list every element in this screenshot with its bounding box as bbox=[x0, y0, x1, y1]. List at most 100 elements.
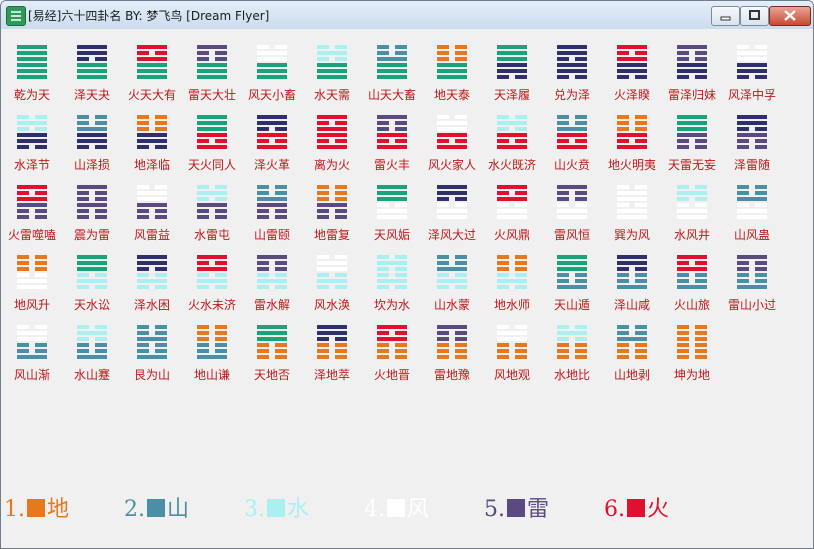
hexagram-card[interactable]: 天地否 bbox=[234, 317, 310, 387]
hexagram-card[interactable]: 泽风大过 bbox=[414, 177, 490, 247]
yang-line bbox=[377, 191, 407, 195]
hexagram-card[interactable]: 风地观 bbox=[474, 317, 550, 387]
hexagram-card[interactable]: 火泽睽 bbox=[594, 37, 670, 107]
yin-line bbox=[317, 349, 347, 353]
yang-line bbox=[497, 209, 527, 213]
hexagram-symbol bbox=[257, 325, 287, 359]
yin-line bbox=[137, 267, 167, 271]
hexagram-card[interactable]: 天雷无妄 bbox=[654, 107, 730, 177]
hexagram-card[interactable]: 泽雷随 bbox=[714, 107, 790, 177]
yang-line bbox=[197, 279, 227, 283]
hexagram-card[interactable]: 兑为泽 bbox=[534, 37, 610, 107]
yin-line bbox=[77, 115, 107, 119]
hexagram-card[interactable]: 地山谦 bbox=[174, 317, 250, 387]
yin-line bbox=[17, 209, 47, 213]
hexagram-card[interactable]: 水山蹇 bbox=[54, 317, 130, 387]
hexagram-card[interactable]: 震为雷 bbox=[54, 177, 130, 247]
hexagram-card[interactable]: 火风鼎 bbox=[474, 177, 550, 247]
hexagram-card[interactable]: 火天大有 bbox=[114, 37, 190, 107]
hexagram-card[interactable]: 山天大畜 bbox=[354, 37, 430, 107]
hexagram-card[interactable]: 风火家人 bbox=[414, 107, 490, 177]
hexagram-card[interactable]: 风水涣 bbox=[294, 247, 370, 317]
yang-line bbox=[497, 57, 527, 61]
hexagram-card[interactable]: 泽天夬 bbox=[54, 37, 130, 107]
hexagram-card[interactable]: 泽火革 bbox=[234, 107, 310, 177]
yang-line bbox=[677, 285, 707, 289]
hexagram-card[interactable]: 天火同人 bbox=[174, 107, 250, 177]
hexagram-card[interactable]: 火雷噬嗑 bbox=[1, 177, 70, 247]
hexagram-card[interactable]: 天风姤 bbox=[354, 177, 430, 247]
hexagram-card[interactable]: 地天泰 bbox=[414, 37, 490, 107]
yin-line bbox=[377, 121, 407, 125]
yang-line bbox=[497, 51, 527, 55]
hexagram-card[interactable]: 水地比 bbox=[534, 317, 610, 387]
hexagram-card[interactable]: 坤为地 bbox=[654, 317, 730, 387]
hexagram-card[interactable]: 天水讼 bbox=[54, 247, 130, 317]
yin-line bbox=[617, 121, 647, 125]
hexagram-card[interactable]: 巽为风 bbox=[594, 177, 670, 247]
hexagram-card[interactable]: 天山遁 bbox=[534, 247, 610, 317]
app-icon[interactable] bbox=[6, 6, 26, 26]
hexagram-card[interactable]: 风山渐 bbox=[1, 317, 70, 387]
hexagram-name: 天雷无妄 bbox=[667, 158, 716, 172]
hexagram-card[interactable]: 火山旅 bbox=[654, 247, 730, 317]
hexagram-card[interactable]: 雷火丰 bbox=[354, 107, 430, 177]
hexagram-card[interactable]: 乾为天 bbox=[1, 37, 70, 107]
yang-line bbox=[557, 69, 587, 73]
hexagram-symbol bbox=[557, 115, 587, 149]
yin-line bbox=[677, 197, 707, 201]
hexagram-card[interactable]: 泽山咸 bbox=[594, 247, 670, 317]
hexagram-card[interactable]: 地泽临 bbox=[114, 107, 190, 177]
hexagram-card[interactable]: 风雷益 bbox=[114, 177, 190, 247]
yang-line bbox=[437, 127, 467, 131]
yang-line bbox=[257, 75, 287, 79]
close-button[interactable] bbox=[769, 6, 811, 26]
minimize-button[interactable] bbox=[711, 6, 740, 26]
hexagram-card[interactable]: 山火贲 bbox=[534, 107, 610, 177]
maximize-button[interactable] bbox=[740, 6, 769, 26]
yin-line bbox=[557, 121, 587, 125]
hexagram-card[interactable]: 雷天大壮 bbox=[174, 37, 250, 107]
hexagram-symbol bbox=[77, 185, 107, 219]
hexagram-card[interactable]: 雷风恒 bbox=[534, 177, 610, 247]
hexagram-card[interactable]: 火地晋 bbox=[354, 317, 430, 387]
hexagram-card[interactable]: 水火既济 bbox=[474, 107, 550, 177]
hexagram-card[interactable]: 水雷屯 bbox=[174, 177, 250, 247]
hexagram-card[interactable]: 雷水解 bbox=[234, 247, 310, 317]
hexagram-card[interactable]: 雷山小过 bbox=[714, 247, 790, 317]
hexagram-card[interactable]: 水泽节 bbox=[1, 107, 70, 177]
yin-line bbox=[377, 255, 407, 259]
hexagram-card[interactable]: 风天小畜 bbox=[234, 37, 310, 107]
hexagram-card[interactable]: 天泽履 bbox=[474, 37, 550, 107]
hexagram-card[interactable]: 水天需 bbox=[294, 37, 370, 107]
hexagram-card[interactable]: 山雷颐 bbox=[234, 177, 310, 247]
hexagram-card[interactable]: 雷泽归妹 bbox=[654, 37, 730, 107]
hexagram-symbol bbox=[617, 115, 647, 149]
hexagram-card[interactable]: 水风井 bbox=[654, 177, 730, 247]
hexagram-card[interactable]: 艮为山 bbox=[114, 317, 190, 387]
hexagram-card[interactable]: 泽水困 bbox=[114, 247, 190, 317]
hexagram-card[interactable]: 地雷复 bbox=[294, 177, 370, 247]
hexagram-card[interactable]: 泽地萃 bbox=[294, 317, 370, 387]
yang-line bbox=[77, 51, 107, 55]
hexagram-card[interactable]: 山地剥 bbox=[594, 317, 670, 387]
title-bar[interactable]: [易经]六十四卦名 BY: 梦飞鸟 [Dream Flyer] bbox=[1, 1, 813, 29]
hexagram-card[interactable]: 地风升 bbox=[1, 247, 70, 317]
hexagram-card[interactable]: 地火明夷 bbox=[594, 107, 670, 177]
hexagram-card[interactable]: 山水蒙 bbox=[414, 247, 490, 317]
yin-line bbox=[317, 197, 347, 201]
hexagram-name: 山风蛊 bbox=[733, 228, 770, 242]
hexagram-card[interactable]: 山泽损 bbox=[54, 107, 130, 177]
hexagram-card[interactable]: 地水师 bbox=[474, 247, 550, 317]
hexagram-card[interactable]: 离为火 bbox=[294, 107, 370, 177]
hexagram-symbol bbox=[617, 45, 647, 79]
hexagram-card[interactable]: 火水未济 bbox=[174, 247, 250, 317]
hexagram-name: 泽火革 bbox=[253, 158, 290, 172]
yin-line bbox=[677, 325, 707, 329]
hexagram-card[interactable]: 坎为水 bbox=[354, 247, 430, 317]
hexagram-card[interactable]: 雷地豫 bbox=[414, 317, 490, 387]
yin-line bbox=[677, 337, 707, 341]
hexagram-card[interactable]: 风泽中孚 bbox=[714, 37, 790, 107]
yin-line bbox=[317, 57, 347, 61]
hexagram-card[interactable]: 山风蛊 bbox=[714, 177, 790, 247]
